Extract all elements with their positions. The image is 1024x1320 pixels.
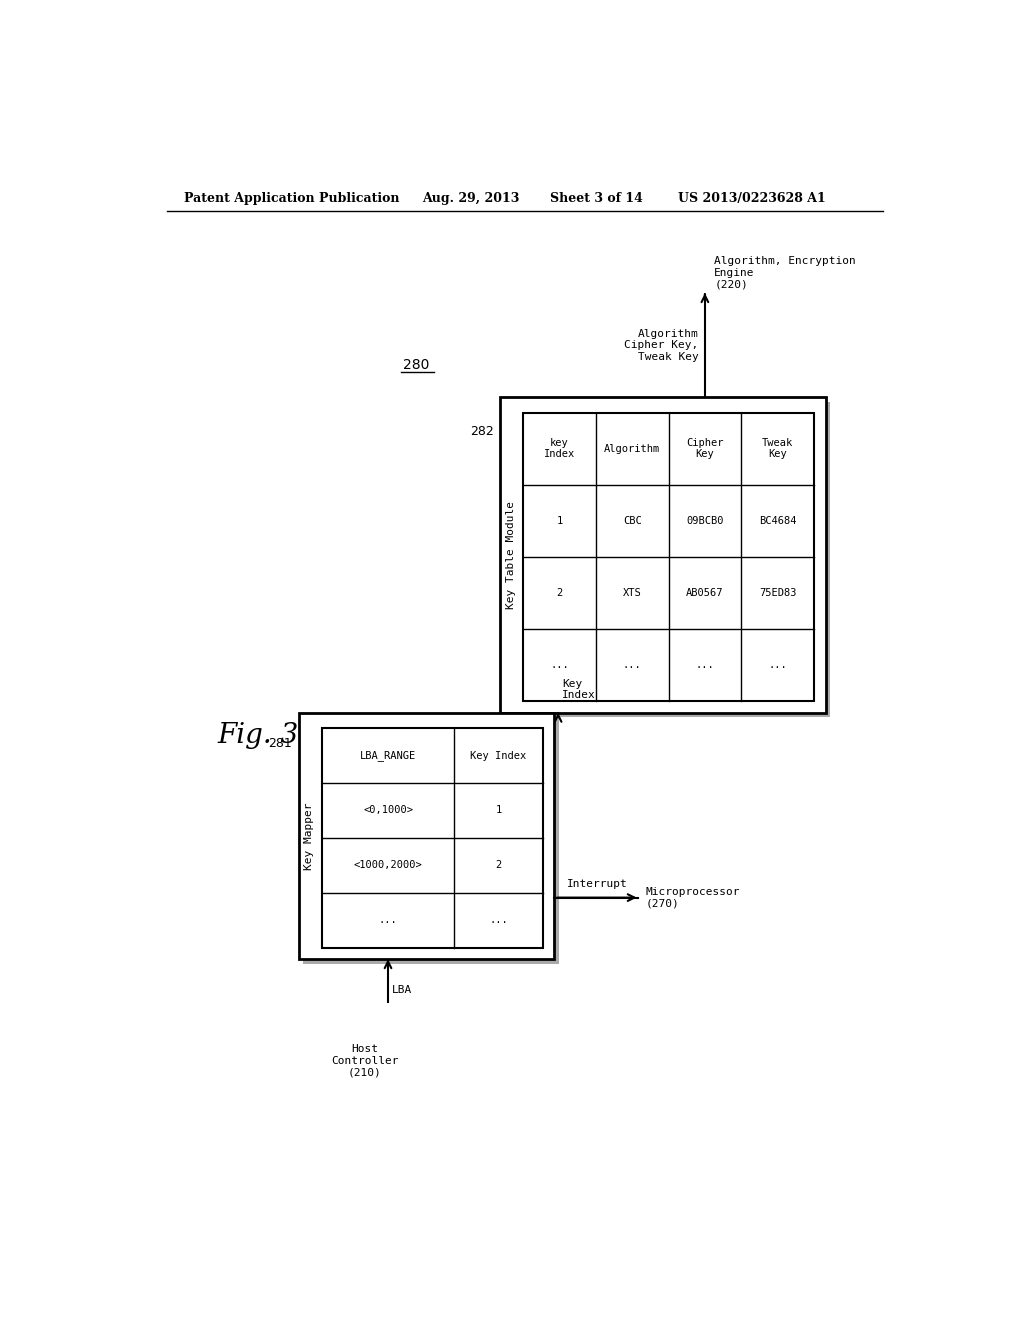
Text: Patent Application Publication: Patent Application Publication <box>183 191 399 205</box>
Text: 1: 1 <box>556 516 563 525</box>
Text: Tweak
Key: Tweak Key <box>762 438 794 459</box>
Text: Interrupt: Interrupt <box>566 879 628 888</box>
Text: <1000,2000>: <1000,2000> <box>353 861 422 870</box>
Text: Fig. 3: Fig. 3 <box>217 722 299 750</box>
Text: 09BCB0: 09BCB0 <box>686 516 724 525</box>
Text: Host
Controller
(210): Host Controller (210) <box>331 1044 398 1077</box>
Text: Algorithm, Encryption
Engine
(220): Algorithm, Encryption Engine (220) <box>714 256 856 289</box>
Text: <0,1000>: <0,1000> <box>364 805 413 816</box>
Bar <box>299 713 554 960</box>
Text: Microprocessor
(270): Microprocessor (270) <box>646 887 740 908</box>
Text: Aug. 29, 2013: Aug. 29, 2013 <box>423 191 520 205</box>
Text: 281: 281 <box>268 737 292 750</box>
Bar <box>523 412 814 701</box>
Text: Key Table Module: Key Table Module <box>506 502 516 609</box>
Text: Algorithm: Algorithm <box>604 444 660 454</box>
Text: key
Index: key Index <box>544 438 575 459</box>
Text: AB0567: AB0567 <box>686 587 724 598</box>
Text: Cipher
Key: Cipher Key <box>686 438 724 459</box>
Text: 2: 2 <box>556 587 563 598</box>
Text: ...: ... <box>379 915 397 925</box>
Bar <box>505 401 830 718</box>
Text: ...: ... <box>489 915 508 925</box>
Bar <box>303 718 559 964</box>
Text: Key Mapper: Key Mapper <box>304 803 314 870</box>
Text: ...: ... <box>550 660 569 671</box>
Text: BC4684: BC4684 <box>759 516 797 525</box>
Text: 280: 280 <box>403 358 429 372</box>
Bar <box>500 397 825 713</box>
Text: LBA_RANGE: LBA_RANGE <box>359 750 416 762</box>
Text: 75ED83: 75ED83 <box>759 587 797 598</box>
Text: Algorithm
Cipher Key,
Tweak Key: Algorithm Cipher Key, Tweak Key <box>625 329 698 362</box>
Text: ...: ... <box>695 660 715 671</box>
Text: XTS: XTS <box>623 587 642 598</box>
Text: Key
Index: Key Index <box>562 678 596 701</box>
Text: CBC: CBC <box>623 516 642 525</box>
Text: 282: 282 <box>470 425 494 438</box>
Text: Sheet 3 of 14: Sheet 3 of 14 <box>550 191 643 205</box>
Text: ...: ... <box>623 660 642 671</box>
Text: 2: 2 <box>496 861 502 870</box>
Text: Key Index: Key Index <box>470 751 526 760</box>
Text: ...: ... <box>768 660 786 671</box>
Text: LBA: LBA <box>392 985 412 995</box>
Text: 1: 1 <box>496 805 502 816</box>
Text: US 2013/0223628 A1: US 2013/0223628 A1 <box>678 191 826 205</box>
Bar <box>322 729 543 948</box>
